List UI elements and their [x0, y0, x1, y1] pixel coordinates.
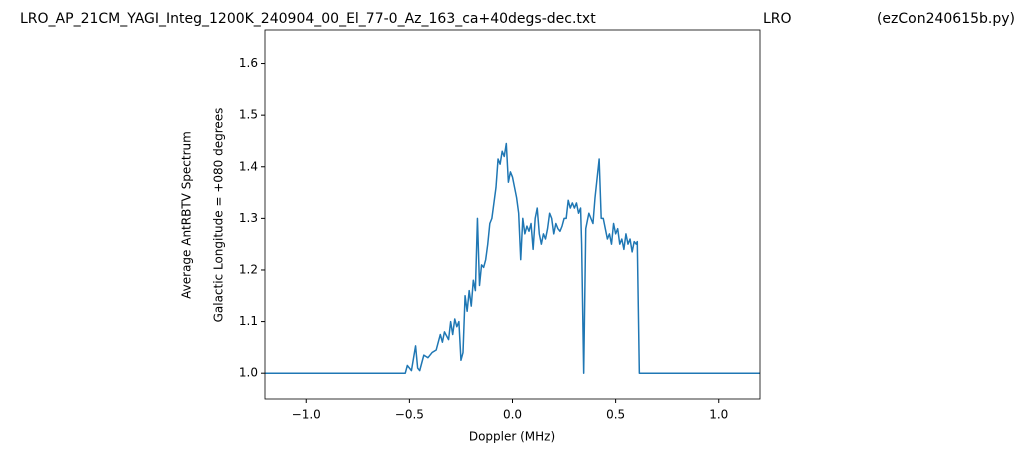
y-tick-label: 1.1: [239, 314, 258, 328]
x-tick-label: −0.5: [395, 408, 424, 422]
chart-title: LRO_AP_21CM_YAGI_Integ_1200K_240904_00_E…: [20, 11, 596, 27]
plot-frame: [264, 29, 761, 400]
y-axis-label: Galactic Longitude = +080 degrees: [212, 108, 226, 323]
y-axis-label: Average AntRBTV Spectrum: [180, 131, 194, 299]
y-tick-label: 1.6: [239, 56, 258, 70]
x-tick-label: 0.0: [503, 408, 522, 422]
x-axis-label: Doppler (MHz): [469, 430, 555, 444]
x-tick-label: 1.0: [709, 408, 728, 422]
line: [265, 142, 760, 374]
chart-title: (ezCon240615b.py): [877, 11, 1015, 27]
y-tick-label: 1.2: [239, 262, 258, 276]
y-tick-label: 1.3: [239, 211, 258, 225]
x-tick-label: −1.0: [292, 408, 321, 422]
y-tick-label: 1.5: [239, 108, 258, 122]
x-tick-label: 0.5: [606, 408, 625, 422]
y-tick-label: 1.0: [239, 366, 258, 380]
chart-title: LRO: [763, 11, 792, 27]
y-tick-label: 1.4: [239, 159, 258, 173]
